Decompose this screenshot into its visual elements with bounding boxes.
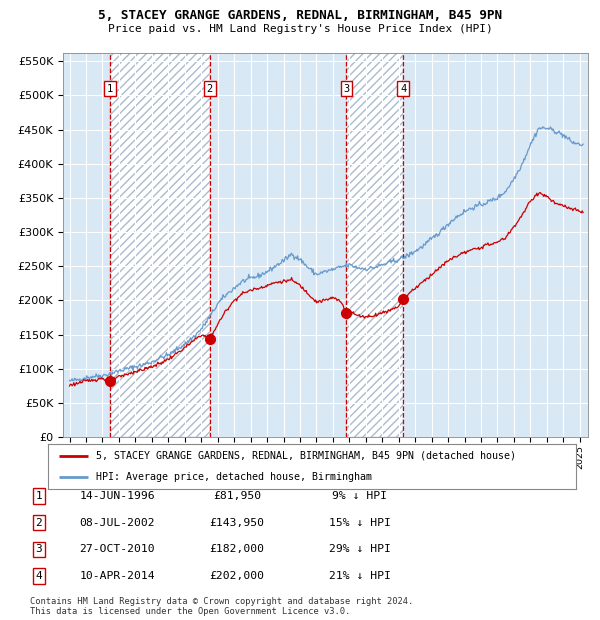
Text: £143,950: £143,950 (209, 518, 265, 528)
Text: £182,000: £182,000 (209, 544, 265, 554)
Text: Contains HM Land Registry data © Crown copyright and database right 2024.: Contains HM Land Registry data © Crown c… (30, 597, 413, 606)
Text: HPI: Average price, detached house, Birmingham: HPI: Average price, detached house, Birm… (95, 472, 371, 482)
Text: £81,950: £81,950 (213, 491, 261, 501)
Text: 29% ↓ HPI: 29% ↓ HPI (329, 544, 391, 554)
Text: This data is licensed under the Open Government Licence v3.0.: This data is licensed under the Open Gov… (30, 607, 350, 616)
Bar (110, 53, 210, 437)
Text: 21% ↓ HPI: 21% ↓ HPI (329, 571, 391, 581)
Bar (210, 53, 346, 437)
Text: 14-JUN-1996: 14-JUN-1996 (79, 491, 155, 501)
Text: 4: 4 (35, 571, 43, 581)
Text: 10-APR-2014: 10-APR-2014 (79, 571, 155, 581)
Bar (403, 53, 588, 437)
Text: 3: 3 (35, 544, 43, 554)
Text: 27-OCT-2010: 27-OCT-2010 (79, 544, 155, 554)
Text: 1: 1 (35, 491, 43, 501)
Text: 2: 2 (206, 84, 213, 94)
Bar (63, 53, 110, 437)
Bar (110, 53, 210, 437)
Text: 5, STACEY GRANGE GARDENS, REDNAL, BIRMINGHAM, B45 9PN: 5, STACEY GRANGE GARDENS, REDNAL, BIRMIN… (98, 9, 502, 22)
Text: 3: 3 (343, 84, 350, 94)
Text: 4: 4 (400, 84, 406, 94)
Bar (346, 53, 403, 437)
Bar (346, 53, 403, 437)
Text: 9% ↓ HPI: 9% ↓ HPI (332, 491, 388, 501)
Text: 2: 2 (35, 518, 43, 528)
Text: 15% ↓ HPI: 15% ↓ HPI (329, 518, 391, 528)
Text: 08-JUL-2002: 08-JUL-2002 (79, 518, 155, 528)
Text: Price paid vs. HM Land Registry's House Price Index (HPI): Price paid vs. HM Land Registry's House … (107, 24, 493, 33)
Text: 1: 1 (107, 84, 113, 94)
Text: 5, STACEY GRANGE GARDENS, REDNAL, BIRMINGHAM, B45 9PN (detached house): 5, STACEY GRANGE GARDENS, REDNAL, BIRMIN… (95, 451, 515, 461)
Text: £202,000: £202,000 (209, 571, 265, 581)
